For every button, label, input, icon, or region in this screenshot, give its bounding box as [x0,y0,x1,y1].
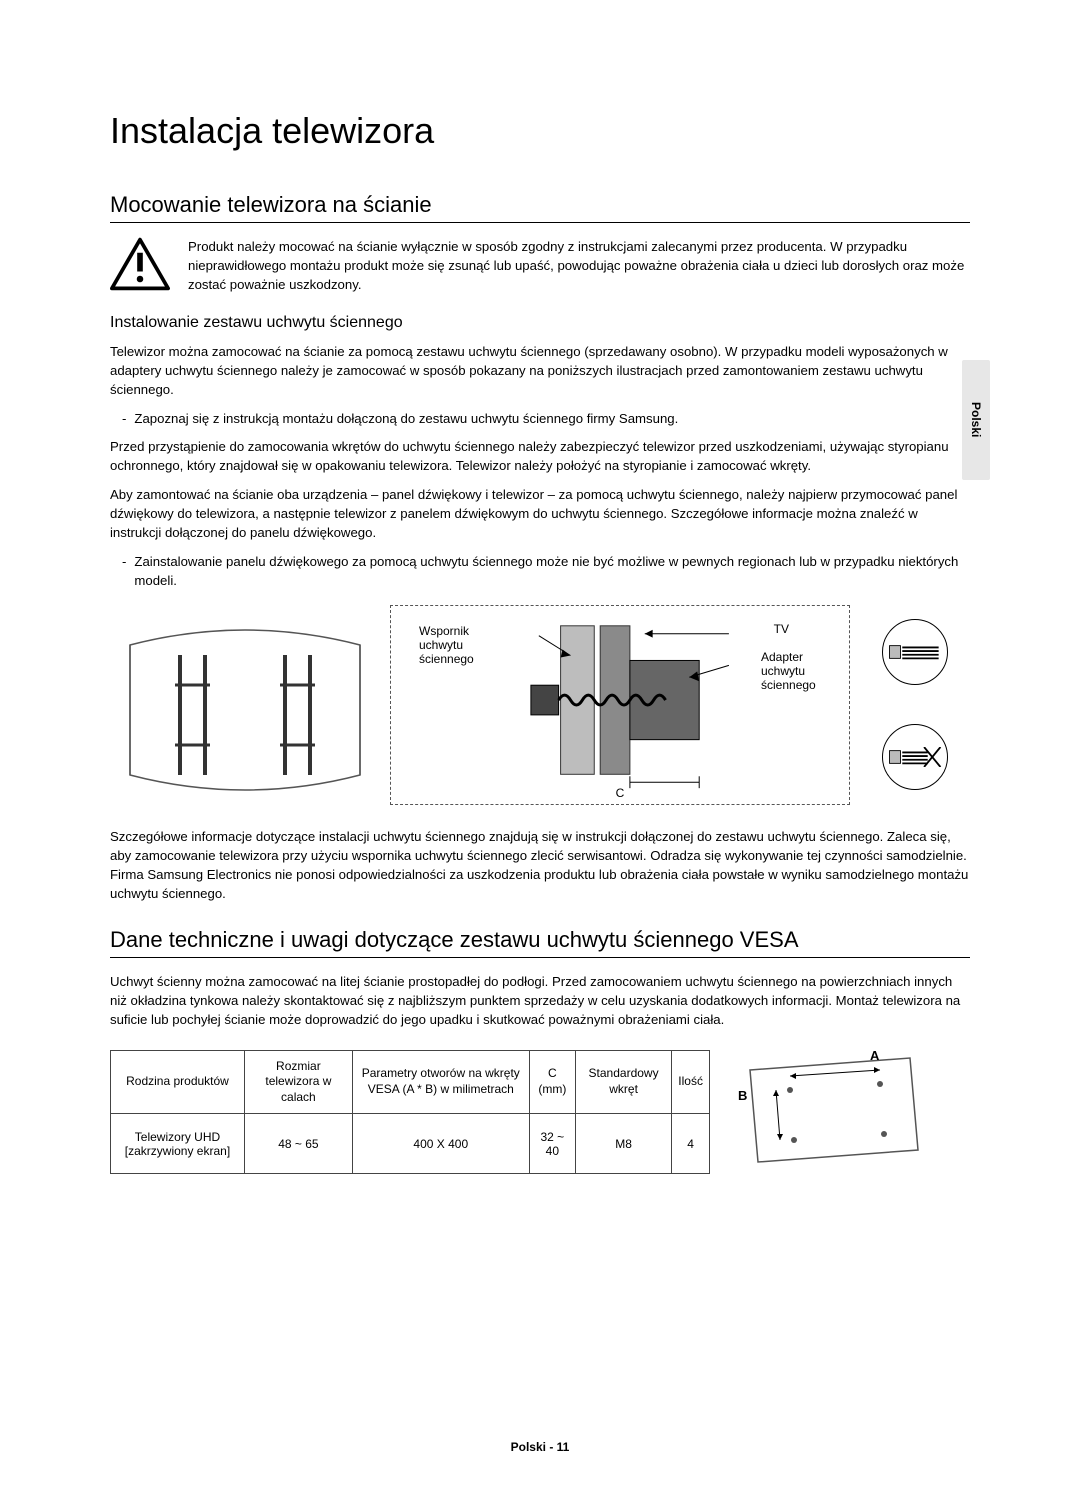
screw-bad-icon [882,724,948,790]
mounting-diagram: Wspornik uchwytu ściennego TV Adapter uc… [110,605,970,805]
label-wspornik: Wspornik uchwytu ściennego [419,624,489,667]
th: Rozmiar telewizora w calach [244,1050,352,1114]
td: 4 [672,1114,710,1174]
bullet-dash: - [122,409,126,428]
bullet-item: - Zapoznaj się z instrukcją montażu dołą… [122,409,970,428]
label-a: A [870,1048,880,1063]
page-title: Instalacja telewizora [110,110,970,152]
warning-text: Produkt należy mocować na ścianie wyłącz… [188,237,970,296]
td: M8 [575,1114,671,1174]
table-header-row: Rodzina produktów Rozmiar telewizora w c… [111,1050,710,1114]
paragraph: Aby zamontować na ścianie oba urządzenia… [110,485,970,542]
paragraph: Telewizor można zamocować na ścianie za … [110,342,970,399]
th: Ilość [672,1050,710,1114]
th: C (mm) [529,1050,575,1114]
label-tv: TV [774,622,789,636]
language-tab: Polski [962,360,990,480]
th: Parametry otworów na wkręty VESA (A * B)… [352,1050,529,1114]
page: Polski Instalacja telewizora Mocowanie t… [0,0,1080,1494]
screw-ok-icon [882,619,948,685]
paragraph: Przed przystąpienie do zamocowania wkręt… [110,437,970,475]
td: Telewizory UHD [zakrzywiony ekran] [111,1114,245,1174]
warning-block: Produkt należy mocować na ścianie wyłącz… [110,237,970,296]
page-footer: Polski - 11 [0,1440,1080,1454]
bullet-item: - Zainstalowanie panelu dźwiękowego za p… [122,552,970,590]
bullet-text: Zapoznaj się z instrukcją montażu dołącz… [134,409,678,428]
label-adapter: Adapter uchwytu ściennego [761,650,831,693]
td: 32 ~ 40 [529,1114,575,1174]
bullet-dash: - [122,552,126,590]
section-heading-mount: Mocowanie telewizora na ścianie [110,192,970,223]
vesa-table-row: Rodzina produktów Rozmiar telewizora w c… [110,1040,970,1175]
section-heading-vesa: Dane techniczne i uwagi dotyczące zestaw… [110,927,970,958]
vesa-ab-diagram: A B [730,1040,930,1170]
th: Standardowy wkręt [575,1050,671,1114]
th: Rodzina produktów [111,1050,245,1114]
bullet-text: Zainstalowanie panelu dźwiękowego za pom… [134,552,970,590]
td: 48 ~ 65 [244,1114,352,1174]
table-row: Telewizory UHD [zakrzywiony ekran] 48 ~ … [111,1114,710,1174]
diagram-tv-with-brackets [110,605,380,805]
diagram-screw-variants [860,605,970,805]
td: 400 X 400 [352,1114,529,1174]
label-b: B [738,1088,747,1103]
label-c: C [616,786,625,800]
vesa-table: Rodzina produktów Rozmiar telewizora w c… [110,1050,710,1175]
paragraph: Uchwyt ścienny można zamocować na litej … [110,972,970,1029]
warning-icon [110,237,170,296]
diagram-adapter-detail: Wspornik uchwytu ściennego TV Adapter uc… [390,605,850,805]
paragraph: Szczegółowe informacje dotyczące instala… [110,827,970,904]
language-tab-label: Polski [969,402,983,437]
subheading-install-kit: Instalowanie zestawu uchwytu ściennego [110,314,970,332]
